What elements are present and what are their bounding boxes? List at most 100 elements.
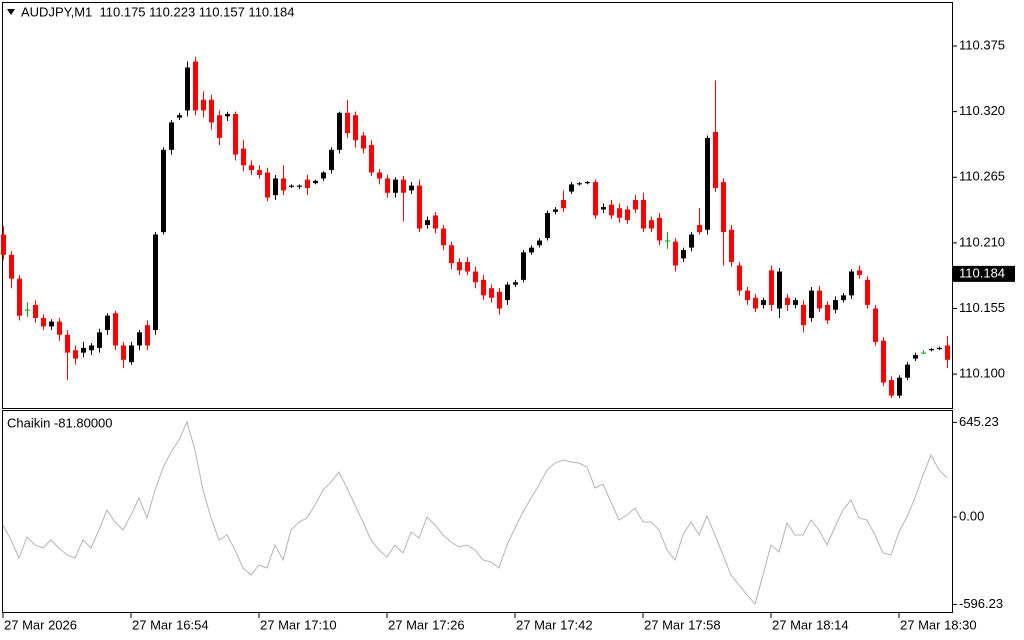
candle-body [441, 228, 446, 246]
candle-body [65, 334, 70, 353]
candle-body [537, 240, 542, 246]
candle-body [49, 321, 54, 327]
candle-body [737, 265, 742, 291]
candle-body [369, 145, 374, 173]
candle-body [761, 300, 766, 305]
candle-body [665, 240, 670, 242]
candle-body [553, 209, 558, 212]
candle-body [169, 122, 174, 150]
x-tick-label: 27 Mar 17:42 [516, 617, 593, 632]
candle-body [681, 250, 686, 259]
candle-body [865, 279, 870, 305]
price-pane [2, 2, 953, 409]
y-tick-label: 110.320 [959, 103, 1005, 118]
y-tick-label: 645.23 [959, 414, 999, 429]
candle-body [281, 178, 286, 191]
candle-body [145, 325, 150, 346]
candle-body [529, 247, 534, 253]
candle-body [833, 300, 838, 310]
y-tick-label: -596.23 [959, 596, 1003, 611]
candle-body [177, 115, 182, 118]
candle-body [353, 115, 358, 141]
candle-body [321, 172, 326, 179]
candle-body [129, 345, 134, 363]
candle-body [121, 345, 126, 360]
candle-body [425, 220, 430, 225]
candle-body [233, 114, 238, 155]
candle-body [481, 279, 486, 296]
candle-body [713, 131, 718, 188]
chart-title: AUDJPY,M1 110.175 110.223 110.157 110.18… [21, 4, 294, 19]
candle-body [785, 297, 790, 305]
candle-body [81, 347, 86, 353]
candle-body [777, 271, 782, 309]
candle-body [721, 182, 726, 233]
candle-body [793, 300, 798, 305]
candle-body [569, 184, 574, 192]
candle-body [841, 295, 846, 301]
candle-body [505, 284, 510, 301]
candle-body [873, 308, 878, 342]
candle-body [297, 185, 302, 187]
candle-body [225, 114, 230, 117]
candle-body [689, 234, 694, 248]
last-price-box [953, 265, 1015, 282]
candle-body [265, 172, 270, 198]
indicator-pane [2, 410, 953, 613]
candle-body [153, 234, 158, 330]
candle-body [729, 229, 734, 262]
candle-body [945, 345, 950, 360]
candle-body [89, 345, 94, 351]
candle-body [521, 252, 526, 280]
candle-body [137, 332, 142, 346]
y-tick-label: 110.375 [959, 37, 1005, 52]
candle-body [73, 350, 78, 359]
candle-body [753, 297, 758, 309]
x-tick-label: 27 Mar 16:54 [132, 617, 209, 632]
candle-body [473, 271, 478, 283]
x-tick-label: 27 Mar 18:30 [900, 617, 977, 632]
candle-body [601, 207, 606, 210]
candle-body [377, 172, 382, 179]
y-tick-label: 110.100 [959, 366, 1005, 381]
candle-body [593, 182, 598, 216]
candle-body [825, 304, 830, 321]
candle-body [201, 99, 206, 111]
candle-body [857, 270, 862, 276]
candle-body [657, 217, 662, 241]
candle-body [329, 149, 334, 171]
candle-body [113, 313, 118, 346]
x-tick-label: 27 Mar 17:10 [260, 617, 337, 632]
candle-body [401, 179, 406, 193]
candle-body [673, 241, 678, 266]
candle-body [249, 165, 254, 171]
candle-body [97, 332, 102, 348]
candle-body [897, 377, 902, 396]
candle-body [337, 112, 342, 150]
candle-body [185, 67, 190, 111]
candle-body [929, 349, 934, 351]
y-tick-label: 110.155 [959, 300, 1005, 315]
candle-body [1, 234, 6, 255]
candle-body [273, 178, 278, 196]
candle-body [457, 261, 462, 271]
candle-body [641, 199, 646, 229]
candle-body [489, 288, 494, 298]
menu-arrow [7, 9, 15, 15]
candle-body [625, 209, 630, 221]
candle-body [809, 290, 814, 319]
candle-body [393, 179, 398, 193]
candle-body [9, 254, 14, 279]
candle-body [817, 290, 822, 309]
candle-body [585, 182, 590, 184]
indicator-line [2, 420, 948, 606]
candle-body [305, 179, 310, 188]
candle-body [57, 321, 62, 335]
candle-body [257, 170, 262, 175]
last-price-label: 110.184 [959, 265, 1005, 280]
candle-body [17, 278, 22, 316]
candle-body [385, 178, 390, 193]
candle-body [881, 340, 886, 383]
candle-body [433, 215, 438, 229]
